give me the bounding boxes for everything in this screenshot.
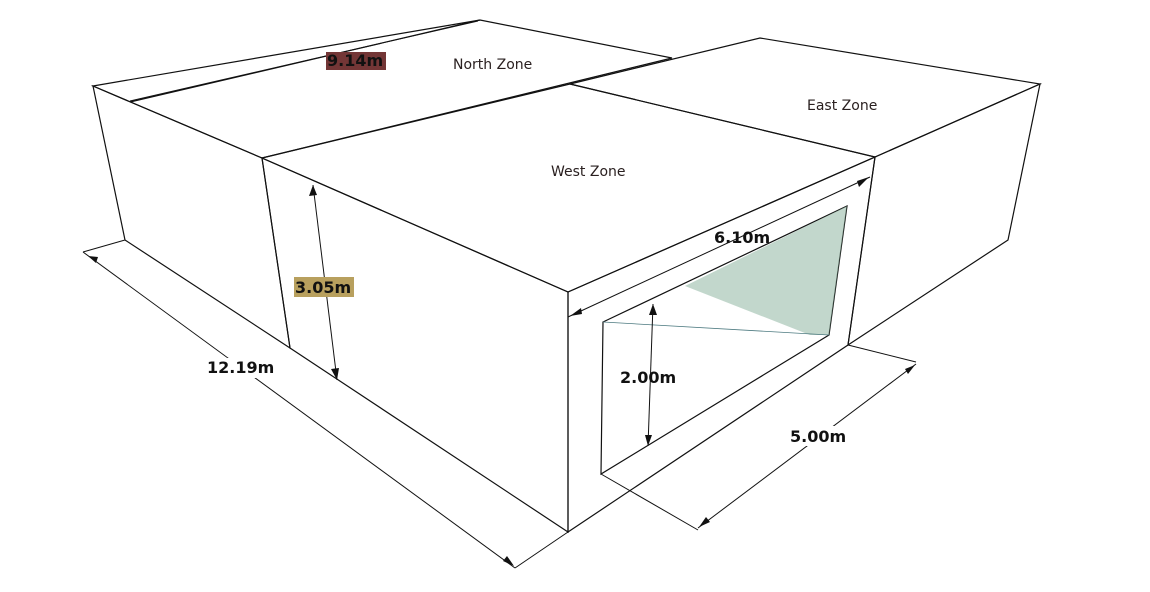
ext-line-2 bbox=[514, 531, 569, 569]
arrow-length-start bbox=[88, 256, 98, 263]
arrow-window-width-start bbox=[570, 308, 582, 316]
north-zone-roof bbox=[90, 19, 673, 159]
arrow-depth-start bbox=[699, 517, 710, 527]
dim-label-width-top: 9.14m bbox=[327, 51, 383, 70]
north-zone-label: North Zone bbox=[453, 57, 532, 73]
east-zone-roof bbox=[569, 37, 1043, 158]
arrow-height-bottom bbox=[331, 368, 339, 380]
arrow-window-width-end bbox=[857, 177, 869, 187]
dimline-window-height bbox=[647, 303, 654, 447]
ext-line-3 bbox=[600, 473, 699, 531]
west-zone-side-wall bbox=[261, 157, 569, 534]
arrow-window-height-bottom bbox=[645, 435, 652, 446]
north-zone-side-wall bbox=[92, 84, 291, 350]
dim-label-window-width: 6.10m bbox=[714, 228, 770, 247]
label-bg-length bbox=[205, 358, 280, 378]
dimline-window-width bbox=[567, 176, 871, 318]
east-zone-front-wall bbox=[847, 82, 1041, 347]
east-zone-label: East Zone bbox=[807, 98, 877, 114]
dim-label-depth: 5.00m bbox=[790, 427, 846, 446]
arrow-length-end bbox=[503, 556, 514, 566]
dim-label-window-height: 2.00m bbox=[620, 368, 676, 387]
ext-line-1 bbox=[82, 239, 126, 253]
ext-line-4 bbox=[847, 344, 917, 363]
west-zone-front-wall bbox=[567, 156, 876, 534]
arrow-depth-end bbox=[905, 365, 915, 374]
label-bg-depth bbox=[788, 426, 853, 446]
dim-label-length-side: 12.19m bbox=[207, 358, 274, 377]
label-bg-width-top bbox=[326, 52, 386, 70]
window-inner-edge bbox=[602, 321, 830, 336]
label-bg-height bbox=[294, 277, 354, 297]
dimline-width-top bbox=[129, 20, 479, 102]
west-zone-label: West Zone bbox=[551, 164, 626, 180]
arrow-window-height-top bbox=[649, 304, 657, 315]
window-inner-reflection bbox=[685, 206, 847, 335]
dim-label-height: 3.05m bbox=[295, 278, 351, 297]
arrow-height-top bbox=[309, 185, 317, 196]
dimline-length-side bbox=[82, 251, 516, 569]
